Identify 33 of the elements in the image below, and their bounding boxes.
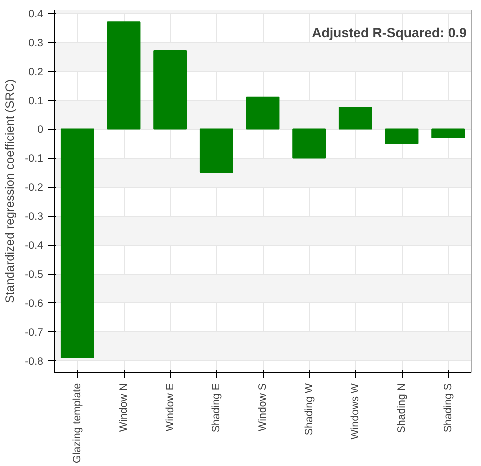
x-tick-label: Shading S	[442, 383, 454, 433]
x-tick-label: Shading W	[303, 382, 316, 436]
y-tick-label: -0.8	[25, 356, 44, 368]
y-tick-label: 0.2	[28, 66, 44, 78]
bar	[154, 50, 188, 130]
y-tick-label: 0.3	[28, 37, 44, 50]
y-tick-label: -0.5	[25, 269, 44, 282]
x-tick-label: Shading N	[396, 384, 408, 434]
x-tick-label: Glazing template	[72, 383, 84, 464]
x-tick-label: Shading E	[210, 383, 223, 433]
y-axis-title: Standardized regression coefficient (SRC)	[3, 80, 18, 304]
y-tick-label: -0.6	[25, 298, 44, 310]
y-tick-label: 0	[38, 124, 44, 136]
x-tick-label: Windows W	[350, 382, 362, 440]
y-tick-label: -0.2	[25, 182, 44, 194]
y-tick-label: -0.7	[25, 326, 44, 339]
x-tick-label: Window S	[257, 384, 269, 432]
annotation: Adjusted R-Squared: 0.9	[312, 26, 467, 40]
bar	[385, 128, 419, 144]
bar	[107, 22, 141, 130]
y-tick-label: -0.4	[25, 240, 44, 252]
x-tick-label: Window E	[164, 384, 176, 432]
bar	[246, 96, 280, 130]
bar	[292, 128, 326, 159]
x-tick-label: Window N	[118, 383, 130, 432]
bar	[200, 128, 234, 174]
bar	[432, 128, 466, 138]
y-tick-label: 0.4	[28, 8, 44, 20]
y-tick-label: -0.1	[25, 153, 44, 166]
bar	[338, 107, 372, 130]
bar	[60, 128, 94, 359]
y-tick-label: 0.1	[28, 95, 44, 108]
y-tick-label: -0.3	[25, 211, 44, 224]
